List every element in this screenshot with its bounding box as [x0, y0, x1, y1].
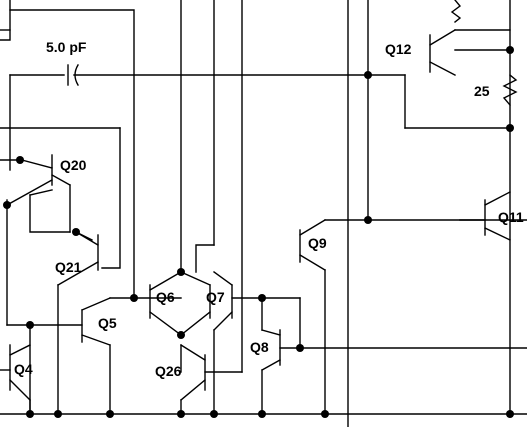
q20-label: Q20	[60, 157, 87, 173]
q7-label: Q7	[206, 289, 225, 305]
q9-label: Q9	[308, 235, 327, 251]
capacitor-label: 5.0 pF	[46, 39, 87, 55]
q8-label: Q8	[250, 339, 269, 355]
q26-label: Q26	[155, 363, 182, 379]
q4-label: Q4	[14, 361, 33, 377]
q6-label: Q6	[156, 289, 175, 305]
q5-label: Q5	[98, 315, 117, 331]
q12-label: Q12	[385, 41, 412, 57]
q11-label: Q11	[498, 209, 524, 225]
q21-label: Q21	[55, 259, 82, 275]
resistor-25-label: 25	[474, 83, 490, 99]
